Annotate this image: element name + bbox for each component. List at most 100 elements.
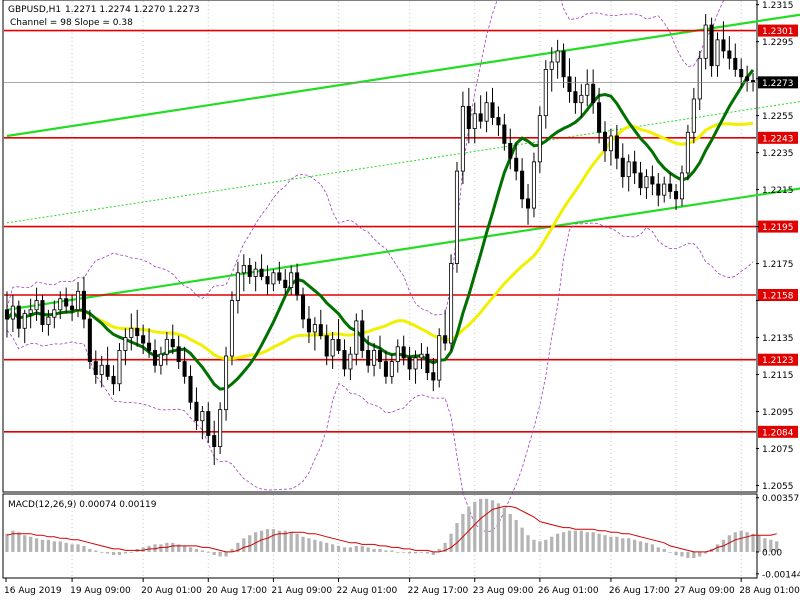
macd-histogram-bar (29, 536, 33, 552)
candle (306, 306, 311, 344)
bear-candle-body (342, 350, 347, 370)
macd-histogram-bar (230, 548, 234, 552)
bear-candle-body (170, 338, 175, 348)
candle (597, 87, 602, 144)
macd-histogram-bar (603, 535, 607, 552)
candle (490, 87, 495, 125)
bull-candle-body (129, 327, 134, 338)
macd-histogram-bar (556, 533, 560, 552)
bull-candle-body (460, 105, 465, 172)
price-tick-label: 1.2135 (762, 334, 794, 344)
bear-candle-body (466, 105, 471, 129)
candle (644, 169, 649, 199)
current-price-label: 1.2273 (762, 79, 794, 89)
candle (289, 265, 294, 295)
bear-candle-body (265, 276, 270, 285)
candle (87, 309, 92, 369)
bear-candle-body (650, 176, 655, 185)
price-tick-label: 1.2095 (762, 408, 794, 418)
macd-histogram-bar (396, 551, 400, 553)
bull-candle-body (543, 69, 548, 117)
candle (235, 261, 240, 314)
channel-lower-line (6, 187, 800, 311)
macd-histogram-bar (224, 551, 228, 557)
bull-candle-body (549, 61, 554, 70)
macd-histogram-bar (206, 551, 210, 553)
macd-histogram-bar (360, 545, 364, 552)
bear-candle-body (182, 361, 187, 377)
time-tick-label: 27 Aug 09:00 (674, 586, 735, 596)
candle (253, 261, 258, 292)
candle (478, 95, 483, 129)
bull-candle-body (531, 161, 536, 209)
bull-candle-body (585, 83, 590, 96)
bear-candle-body (721, 39, 726, 52)
time-tick-label: 28 Aug 01:00 (739, 586, 800, 596)
candle (182, 346, 187, 384)
bull-candle-body (348, 353, 353, 370)
macd-histogram-bar (76, 544, 80, 552)
bull-candle-body (472, 113, 477, 129)
candle (377, 335, 383, 369)
candle (22, 309, 27, 344)
macd-histogram-bar (461, 513, 465, 552)
candle (662, 176, 667, 203)
time-tick-label: 20 Aug 01:00 (141, 586, 202, 596)
candle (460, 91, 465, 185)
macd-indicator: 0.00357 0.00 -0.00144 (5, 494, 800, 580)
macd-histogram-bar (348, 547, 353, 552)
bear-candle-body (602, 131, 608, 152)
bull-candle-body (555, 50, 560, 63)
candle (176, 335, 181, 369)
macd-histogram-bar (745, 532, 749, 552)
macd-histogram-bar (82, 545, 86, 552)
candle (608, 128, 613, 166)
candle (466, 87, 471, 144)
candle (70, 295, 75, 321)
candle (745, 65, 750, 92)
candle (170, 324, 175, 355)
macd-histogram-bar (94, 550, 98, 552)
bull-candle-body (52, 309, 57, 318)
candle (715, 32, 720, 77)
candle (602, 121, 608, 162)
macd-histogram-bar (727, 535, 731, 552)
envelope-lower (6, 222, 754, 533)
macd-histogram-bar (254, 532, 258, 552)
bear-candle-body (573, 91, 578, 104)
macd-histogram-bar (194, 548, 199, 552)
bear-candle-body (300, 294, 306, 320)
macd-histogram-bar (64, 542, 68, 552)
support-resistance-levels: 1.2301 1.2243 1.2195 1.2158 1.2123 1.2084 (4, 24, 798, 438)
macd-histogram-bar (544, 539, 548, 552)
candle (348, 346, 353, 381)
macd-histogram-bar (40, 539, 45, 552)
bear-candle-body (591, 83, 596, 104)
macd-histogram-bar (609, 536, 613, 552)
macd-signal-line (6, 505, 777, 553)
macd-histogram-bar (117, 551, 122, 555)
bear-candle-body (4, 309, 9, 320)
macd-histogram-bar (674, 551, 678, 555)
candle (330, 331, 335, 369)
price-tick-label: 1.2255 (762, 112, 794, 122)
candle (638, 161, 643, 196)
candle (419, 343, 424, 369)
candle (277, 261, 282, 284)
macd-histogram-bar (467, 506, 471, 552)
bear-candle-body (206, 411, 211, 436)
bull-candle-body (449, 263, 454, 344)
bear-candle-body (360, 320, 365, 351)
price-tick-label: 1.2215 (762, 186, 794, 196)
macd-histogram-bar (265, 529, 270, 552)
bear-candle-body (93, 361, 98, 375)
bull-candle-body (626, 161, 631, 178)
macd-histogram-bar (218, 551, 222, 557)
bear-candle-body (478, 113, 483, 122)
price-tick-label: 1.2235 (762, 149, 794, 159)
candle (342, 339, 347, 377)
bull-candle-body (685, 131, 690, 174)
macd-histogram-bar (342, 547, 347, 552)
macd-histogram-bar (715, 544, 720, 552)
